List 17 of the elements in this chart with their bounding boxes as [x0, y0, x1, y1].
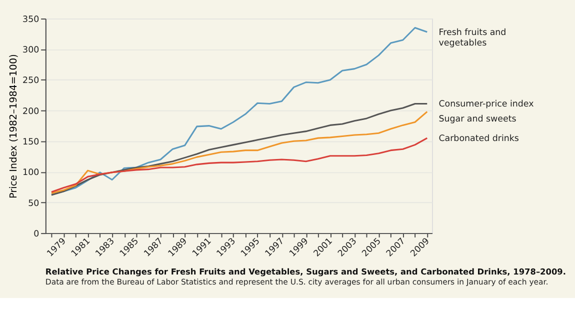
y-tick-label: 300 — [22, 46, 40, 56]
y-tick-label: 250 — [22, 76, 40, 86]
line-series — [50, 26, 428, 196]
y-tick-label: 350 — [22, 14, 40, 25]
series-label: Sugar and sweets — [438, 114, 517, 125]
series-label: Carbonated drinks — [438, 134, 520, 144]
y-tick-label: 150 — [22, 138, 40, 148]
y-tick-label: 200 — [22, 106, 40, 117]
series-label: Consumer-price index — [438, 100, 534, 110]
y-tick-label: 0 — [34, 229, 40, 240]
y-tick-label: 50 — [28, 198, 40, 209]
line-series — [50, 137, 428, 193]
y-axis-title: Price Index (1982–1984=100) — [8, 54, 20, 198]
series-label: Fresh fruits and vegetables — [438, 28, 506, 49]
text: Relative Price Changes for Fresh Fruits and Vegetables, Sugars and Sweets, and Carbonated Drinks, 1978–2009. — [45, 266, 566, 276]
y-tick-label: 100 — [22, 168, 40, 178]
text: Data are from the Bureau of Labor Statistics and represent the U.S. city averages for all urban consumers in January of each year. — [45, 278, 548, 287]
